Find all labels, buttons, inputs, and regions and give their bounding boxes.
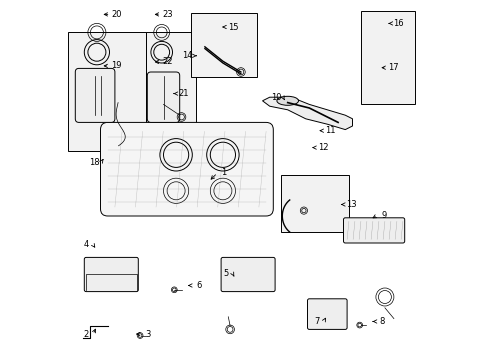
- Text: 17: 17: [387, 63, 398, 72]
- FancyBboxPatch shape: [343, 218, 404, 243]
- FancyBboxPatch shape: [101, 122, 273, 216]
- Text: 14: 14: [181, 51, 192, 60]
- FancyBboxPatch shape: [221, 257, 275, 292]
- Text: 22: 22: [162, 57, 172, 66]
- Text: 8: 8: [379, 317, 384, 326]
- Bar: [361, 11, 415, 104]
- Text: 9: 9: [381, 211, 386, 220]
- Text: 7: 7: [314, 317, 319, 326]
- Text: 2: 2: [83, 330, 89, 339]
- Text: 18: 18: [89, 158, 100, 166]
- Text: 6: 6: [196, 281, 201, 290]
- Text: 5: 5: [223, 269, 228, 278]
- FancyBboxPatch shape: [147, 72, 179, 122]
- Text: 3: 3: [145, 330, 151, 338]
- Bar: [191, 13, 257, 77]
- Text: 12: 12: [317, 143, 327, 152]
- FancyBboxPatch shape: [75, 68, 115, 122]
- Ellipse shape: [276, 96, 298, 105]
- Text: 4: 4: [83, 240, 88, 249]
- Text: 11: 11: [324, 126, 335, 135]
- Bar: [145, 32, 196, 151]
- FancyBboxPatch shape: [84, 257, 138, 292]
- Text: 23: 23: [162, 10, 172, 19]
- Bar: [280, 175, 348, 232]
- Text: 16: 16: [392, 19, 403, 28]
- Bar: [68, 32, 145, 151]
- Text: 19: 19: [110, 62, 121, 71]
- Text: 15: 15: [227, 23, 238, 32]
- PathPatch shape: [262, 97, 352, 130]
- Text: 1: 1: [221, 168, 226, 177]
- Text: 21: 21: [178, 89, 188, 98]
- FancyBboxPatch shape: [307, 299, 346, 329]
- Text: 20: 20: [112, 10, 122, 19]
- Text: 10: 10: [271, 93, 281, 102]
- Text: 13: 13: [345, 200, 356, 209]
